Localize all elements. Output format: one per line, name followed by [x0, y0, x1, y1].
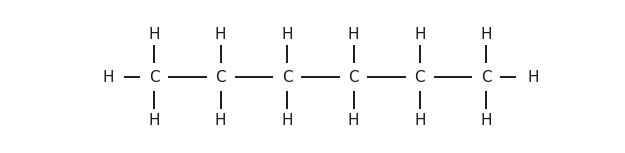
- Text: H: H: [481, 27, 492, 42]
- Text: H: H: [149, 27, 160, 42]
- Text: C: C: [481, 70, 492, 85]
- Text: H: H: [102, 70, 114, 85]
- Text: H: H: [215, 27, 226, 42]
- Text: C: C: [414, 70, 425, 85]
- Text: H: H: [527, 70, 539, 85]
- Text: H: H: [215, 113, 226, 128]
- Text: C: C: [348, 70, 359, 85]
- Text: C: C: [282, 70, 292, 85]
- Text: H: H: [149, 113, 160, 128]
- Text: C: C: [149, 70, 159, 85]
- Text: H: H: [281, 27, 293, 42]
- Text: H: H: [348, 113, 359, 128]
- Text: C: C: [216, 70, 226, 85]
- Text: H: H: [348, 27, 359, 42]
- Text: H: H: [414, 113, 426, 128]
- Text: H: H: [281, 113, 293, 128]
- Text: H: H: [481, 113, 492, 128]
- Text: H: H: [414, 27, 426, 42]
